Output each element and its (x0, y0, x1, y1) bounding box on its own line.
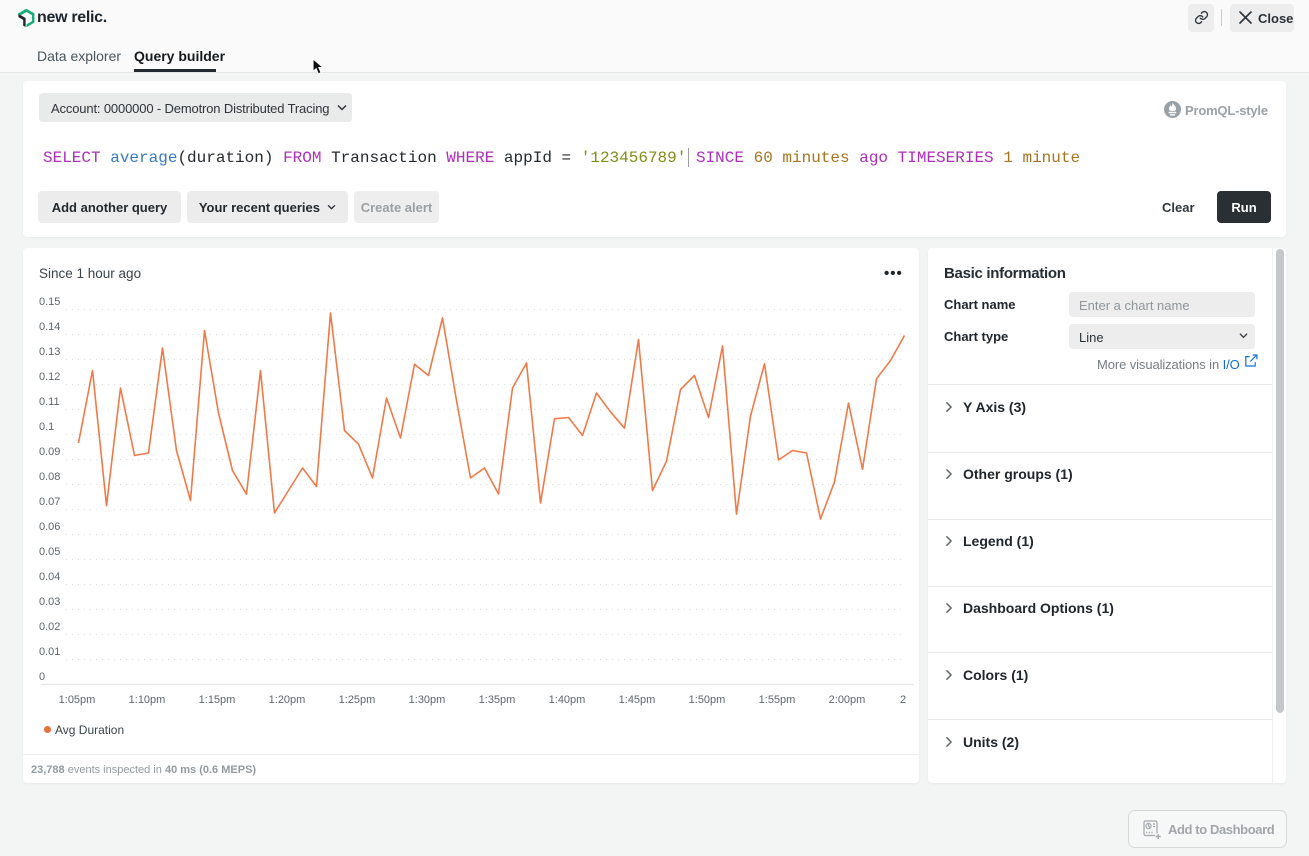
svg-text:0.05: 0.05 (39, 546, 60, 558)
svg-text:0.07: 0.07 (39, 496, 60, 508)
svg-text:0.01: 0.01 (39, 646, 60, 658)
svg-text:1:50pm: 1:50pm (689, 694, 726, 706)
svg-text:0: 0 (39, 671, 45, 683)
svg-text:1:10pm: 1:10pm (129, 694, 166, 706)
svg-text:1:35pm: 1:35pm (479, 694, 516, 706)
svg-text:0.02: 0.02 (39, 621, 60, 633)
svg-text:0.12: 0.12 (39, 371, 60, 383)
svg-text:1:40pm: 1:40pm (549, 694, 586, 706)
svg-text:1:25pm: 1:25pm (339, 694, 376, 706)
svg-text:1:15pm: 1:15pm (199, 694, 236, 706)
svg-text:1:30pm: 1:30pm (409, 694, 446, 706)
svg-text:0.08: 0.08 (39, 471, 60, 483)
svg-text:1:55pm: 1:55pm (759, 694, 796, 706)
svg-text:2:00pm: 2:00pm (829, 694, 866, 706)
svg-text:0.1: 0.1 (39, 421, 54, 433)
svg-text:2: 2 (900, 694, 906, 706)
svg-text:0.11: 0.11 (39, 396, 60, 408)
svg-text:1:05pm: 1:05pm (59, 694, 96, 706)
svg-text:0.06: 0.06 (39, 521, 60, 533)
svg-text:0.03: 0.03 (39, 596, 60, 608)
svg-text:1:20pm: 1:20pm (269, 694, 306, 706)
svg-text:0.09: 0.09 (39, 446, 60, 458)
svg-text:0.15: 0.15 (39, 296, 60, 308)
svg-text:0.14: 0.14 (39, 321, 60, 333)
svg-text:0.04: 0.04 (39, 571, 60, 583)
svg-text:0.13: 0.13 (39, 346, 60, 358)
svg-text:1:45pm: 1:45pm (619, 694, 656, 706)
